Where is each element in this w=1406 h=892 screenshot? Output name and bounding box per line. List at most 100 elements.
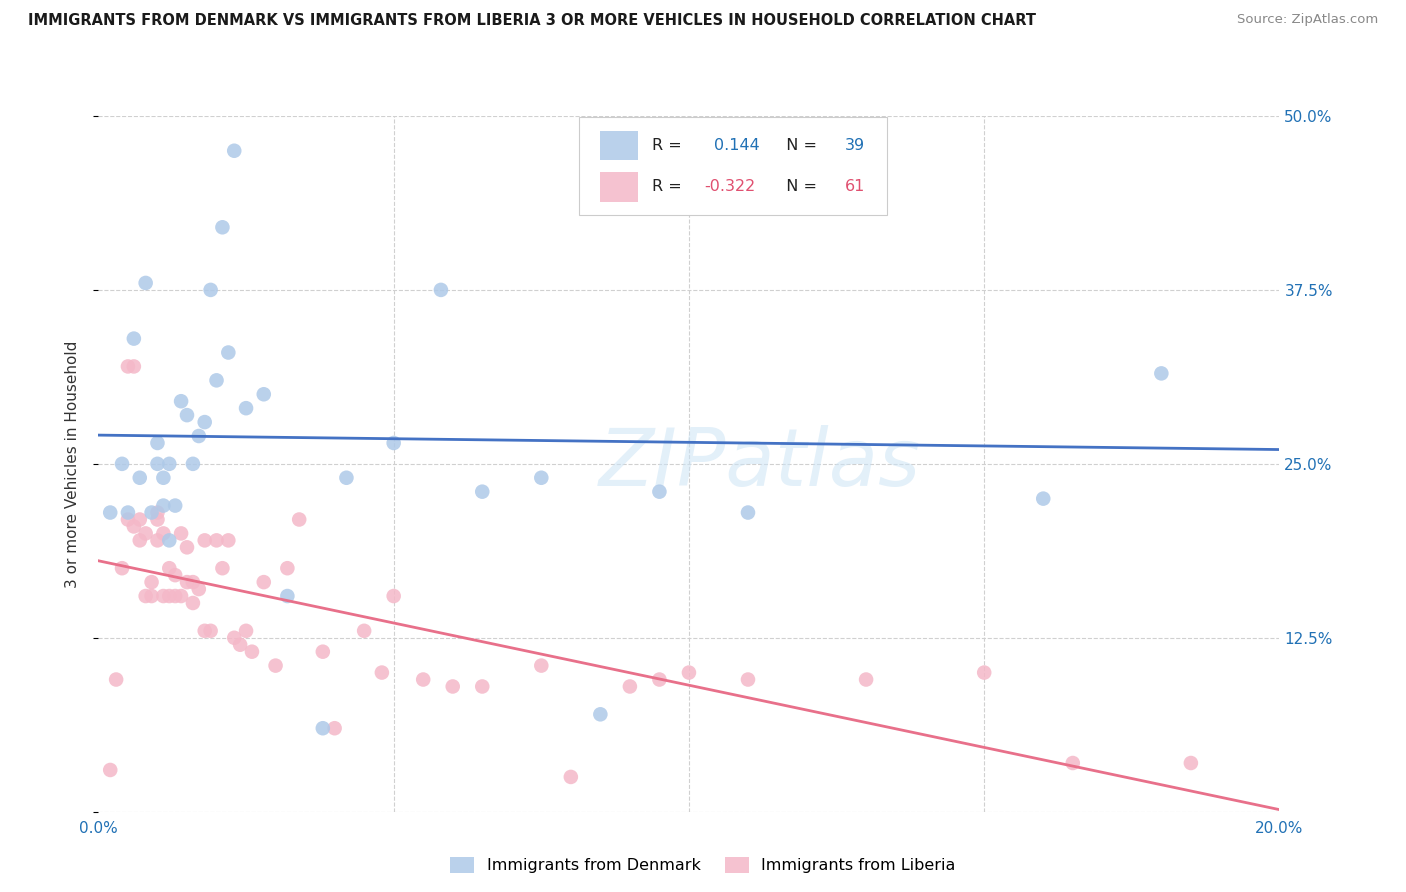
Point [157,457,180,471]
Point [412,673,434,687]
Point [1062,756,1084,770]
Point [737,673,759,687]
Point [146,506,169,520]
Point [235,401,257,416]
FancyBboxPatch shape [579,118,887,216]
Point [471,680,494,694]
Point [973,665,995,680]
Point [353,624,375,638]
Point [589,707,612,722]
Point [253,387,276,401]
Point [117,512,139,526]
Point [176,575,198,590]
Point [187,429,209,443]
Point [165,499,187,513]
Point [141,575,163,590]
Point [371,665,394,680]
Text: N =: N = [776,179,823,194]
Text: N =: N = [776,138,823,153]
Point [323,721,346,735]
Point [240,645,263,659]
Text: -0.322: -0.322 [704,179,755,194]
Text: R =: R = [652,138,688,153]
Point [430,283,453,297]
Point [170,394,193,409]
Point [312,721,335,735]
Point [200,624,222,638]
Point [217,533,239,548]
Point [312,645,335,659]
Point [170,526,193,541]
Point [382,436,405,450]
Point [157,561,180,575]
Point [276,561,298,575]
Point [128,471,150,485]
Point [141,506,163,520]
Point [176,541,198,555]
Text: Source: ZipAtlas.com: Source: ZipAtlas.com [1237,13,1378,27]
Point [264,658,287,673]
Point [176,408,198,422]
Point [122,332,145,346]
Point [194,624,217,638]
Point [678,129,700,144]
Point [152,589,174,603]
Point [855,673,877,687]
Point [441,680,464,694]
Point [648,673,671,687]
Point [224,144,246,158]
Point [648,484,671,499]
Point [335,471,357,485]
Point [194,415,217,429]
Point [170,589,193,603]
Point [135,589,157,603]
Point [211,220,233,235]
Point [152,526,174,541]
Point [1032,491,1054,506]
Point [152,499,174,513]
Point [165,568,187,582]
Point [235,624,257,638]
Point [678,665,700,680]
Point [146,457,169,471]
Point [382,589,405,603]
Point [224,631,246,645]
Point [471,484,494,499]
Point [181,457,204,471]
Text: IMMIGRANTS FROM DENMARK VS IMMIGRANTS FROM LIBERIA 3 OR MORE VEHICLES IN HOUSEHO: IMMIGRANTS FROM DENMARK VS IMMIGRANTS FR… [28,13,1036,29]
Point [253,575,276,590]
Point [211,561,233,575]
Point [194,533,217,548]
Point [122,359,145,374]
Text: 61: 61 [845,179,865,194]
Point [560,770,582,784]
Point [181,596,204,610]
Point [200,283,222,297]
Point [122,519,145,533]
Point [128,533,150,548]
Y-axis label: 3 or more Vehicles in Household: 3 or more Vehicles in Household [65,340,80,588]
Point [135,526,157,541]
Point [229,638,252,652]
Point [1150,367,1173,381]
Point [157,533,180,548]
Point [530,471,553,485]
Point [111,457,134,471]
Point [157,589,180,603]
Point [146,533,169,548]
Point [530,658,553,673]
Point [146,436,169,450]
Point [141,589,163,603]
Point [276,589,298,603]
Point [117,506,139,520]
Point [205,373,228,387]
Point [187,582,209,596]
Point [217,345,239,359]
FancyBboxPatch shape [600,172,638,202]
Point [181,575,204,590]
Point [737,506,759,520]
Legend: Immigrants from Denmark, Immigrants from Liberia: Immigrants from Denmark, Immigrants from… [444,850,962,880]
Point [105,673,128,687]
FancyBboxPatch shape [600,131,638,161]
Point [146,512,169,526]
